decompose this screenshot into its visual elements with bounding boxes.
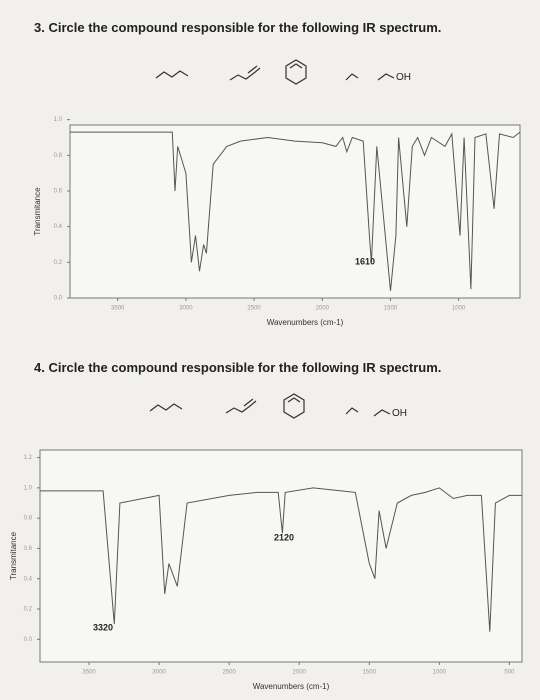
y-tick-label: 1.0 bbox=[24, 485, 33, 491]
molecule bbox=[155, 70, 189, 79]
molecule bbox=[225, 400, 257, 414]
molecules: OH bbox=[155, 59, 411, 85]
x-tick-label: 2000 bbox=[316, 306, 330, 312]
y-axis-label: Transmitance bbox=[9, 531, 18, 580]
spectrum-line bbox=[40, 487, 522, 632]
annotation: 1610 bbox=[355, 256, 375, 266]
x-tick-label: 1000 bbox=[433, 670, 447, 676]
plot-frame bbox=[69, 124, 521, 299]
y-tick-label: 0.6 bbox=[24, 546, 33, 552]
x-axis-label: Wavenumbers (cm-1) bbox=[253, 682, 330, 691]
question: 4. Circle the compound responsible for t… bbox=[34, 360, 441, 375]
annotation: 2120 bbox=[274, 532, 294, 542]
bond bbox=[243, 398, 254, 407]
oh-label: OH bbox=[396, 72, 411, 83]
molecule bbox=[345, 73, 359, 81]
x-tick-label: 3000 bbox=[152, 670, 166, 676]
question: 3. Circle the compound responsible for t… bbox=[34, 20, 441, 35]
y-tick-label: 0.0 bbox=[24, 637, 33, 643]
x-tick-label: 3500 bbox=[82, 670, 96, 676]
oh-label: OH bbox=[392, 408, 407, 419]
y-tick-label: 0.2 bbox=[54, 260, 63, 266]
bond bbox=[287, 397, 301, 403]
molecule bbox=[373, 409, 391, 417]
x-tick-label: 3000 bbox=[179, 306, 193, 312]
annotation: 3320 bbox=[93, 622, 113, 632]
y-tick-label: 0.4 bbox=[24, 576, 33, 582]
y-tick-label: 1.2 bbox=[24, 455, 33, 461]
spectrum-line bbox=[70, 131, 521, 291]
bond bbox=[289, 63, 303, 69]
x-tick-label: 3500 bbox=[111, 306, 125, 312]
molecule bbox=[285, 59, 307, 85]
plot-frame bbox=[39, 449, 523, 663]
x-tick-label: 2500 bbox=[247, 306, 261, 312]
bond bbox=[247, 65, 258, 74]
y-tick-label: 0.6 bbox=[54, 189, 63, 195]
y-tick-label: 0.4 bbox=[54, 224, 63, 230]
x-axis-label: Wavenumbers (cm-1) bbox=[267, 318, 344, 327]
y-tick-label: 0.8 bbox=[24, 516, 33, 522]
y-tick-label: 0.8 bbox=[54, 153, 63, 159]
molecule bbox=[377, 73, 395, 81]
y-axis-label: Transmitance bbox=[33, 187, 42, 236]
y-tick-label: 0.0 bbox=[54, 296, 63, 302]
x-tick-label: 500 bbox=[504, 670, 515, 676]
y-tick-label: 0.2 bbox=[24, 607, 33, 613]
x-tick-label: 2500 bbox=[222, 670, 236, 676]
molecule bbox=[283, 393, 305, 419]
molecule bbox=[229, 67, 261, 81]
x-tick-label: 1500 bbox=[384, 306, 398, 312]
molecules: OH bbox=[149, 393, 407, 419]
x-tick-label: 1500 bbox=[363, 670, 377, 676]
x-tick-label: 2000 bbox=[293, 670, 307, 676]
molecule bbox=[345, 407, 359, 415]
molecule bbox=[149, 403, 183, 412]
y-tick-label: 1.0 bbox=[54, 117, 63, 123]
x-tick-label: 1000 bbox=[452, 306, 466, 312]
